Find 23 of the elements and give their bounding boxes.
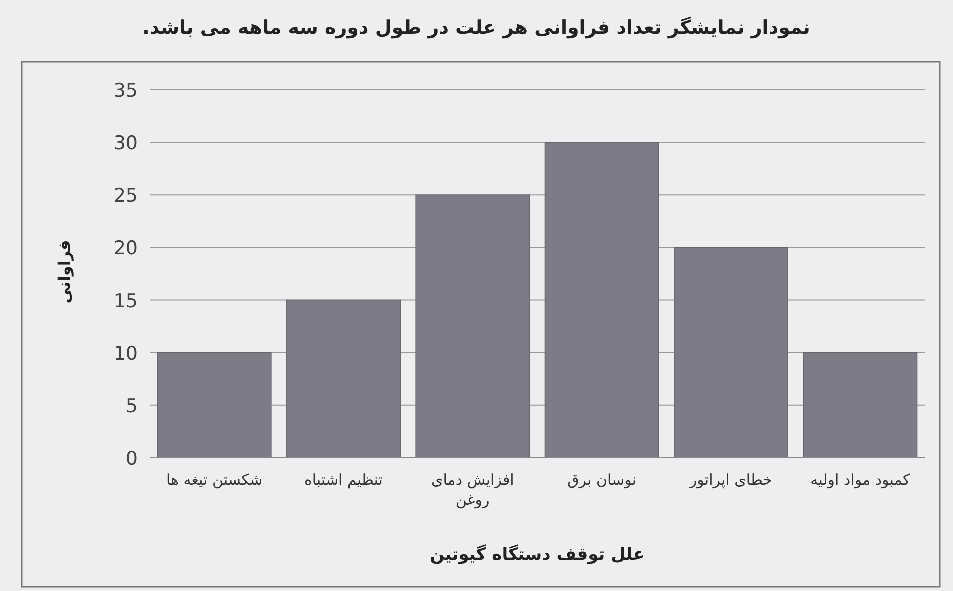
x-tick-label: تنظیم اشتباه xyxy=(303,470,384,490)
bar xyxy=(286,300,401,458)
y-axis-title: فراوانی xyxy=(55,239,75,306)
bar xyxy=(544,142,660,458)
x-tick-label: شکستن تیغه ها xyxy=(165,470,264,490)
y-tick-label: 10 xyxy=(114,342,138,365)
y-tick-label: 15 xyxy=(114,290,138,312)
x-tick-label: خطای اپراتور xyxy=(688,470,774,490)
y-tick-label: 35 xyxy=(114,80,138,102)
y-tick-label: 20 xyxy=(114,238,138,260)
bar xyxy=(416,194,530,458)
bar xyxy=(157,352,272,458)
y-tick-label: 30 xyxy=(114,132,138,155)
bar xyxy=(803,352,918,458)
y-tick-label: 5 xyxy=(126,395,138,418)
y-tick-label: 25 xyxy=(114,185,138,208)
x-tick-label: کمبود مواد اولیه xyxy=(810,470,912,490)
bar xyxy=(674,247,788,458)
x-tick-label: نوسان برق xyxy=(566,470,638,490)
x-tick-label: افزایش دمای روغن xyxy=(430,470,516,510)
chart-title: نمودار نمایشگر تعداد فراوانی هر علت در طول دوره سه ماهه می باشد. xyxy=(142,17,812,39)
y-tick-label: 0 xyxy=(126,448,138,470)
x-axis-title: علل توقف دستگاه گیوتین xyxy=(429,545,646,565)
